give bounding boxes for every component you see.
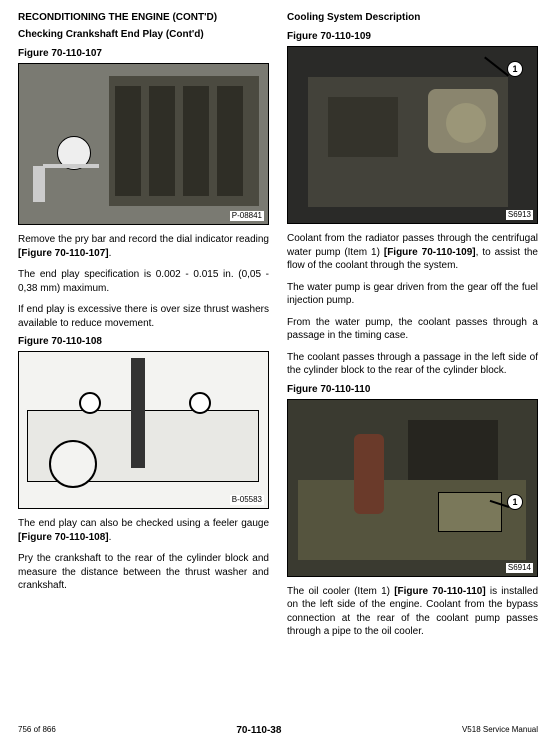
figure-107: P-08841 <box>18 63 269 225</box>
para-pry-crankshaft: Pry the crankshaft to the rear of the cy… <box>18 552 269 593</box>
cooling-heading: Cooling System Description <box>287 12 538 23</box>
para-cylinder-block: The coolant passes through a passage in … <box>287 351 538 378</box>
figure-id-107: P-08841 <box>230 211 264 221</box>
section-subheading: Checking Crankshaft End Play (Cont'd) <box>18 29 269 40</box>
figure-label-110: Figure 70-110-110 <box>287 384 538 395</box>
para-water-pump-gear: The water pump is gear driven from the g… <box>287 281 538 308</box>
right-column: Cooling System Description Figure 70-110… <box>287 12 538 639</box>
para-feeler-gauge: The end play can also be checked using a… <box>18 517 269 544</box>
figure-id-108: B-05583 <box>230 495 264 505</box>
footer-page-count: 756 of 866 <box>18 725 56 736</box>
figure-label-109: Figure 70-110-109 <box>287 31 538 42</box>
para-oil-cooler: The oil cooler (Item 1) [Figure 70-110-1… <box>287 585 538 639</box>
figure-110: 1 S6914 <box>287 399 538 577</box>
figure-109: 1 S6913 <box>287 46 538 224</box>
section-heading: RECONDITIONING THE ENGINE (CONT'D) <box>18 12 269 23</box>
figure-label-108: Figure 70-110-108 <box>18 336 269 347</box>
figure-id-109: S6913 <box>506 210 533 220</box>
callout-line-icon <box>484 57 509 77</box>
callout-1-fig109: 1 <box>507 61 523 77</box>
figure-108: B-05583 <box>18 351 269 509</box>
figure-label-107: Figure 70-110-107 <box>18 48 269 59</box>
para-thrust-washers: If end play is excessive there is over s… <box>18 303 269 330</box>
para-coolant-radiator: Coolant from the radiator passes through… <box>287 232 538 273</box>
para-end-play-spec: The end play specification is 0.002 - 0.… <box>18 268 269 295</box>
para-remove-pry-bar: Remove the pry bar and record the dial i… <box>18 233 269 260</box>
footer-manual-name: V518 Service Manual <box>462 725 538 736</box>
figure-id-110: S6914 <box>506 563 533 573</box>
left-column: RECONDITIONING THE ENGINE (CONT'D) Check… <box>18 12 269 639</box>
para-timing-case: From the water pump, the coolant passes … <box>287 316 538 343</box>
callout-1-fig110: 1 <box>507 494 523 510</box>
page-footer: 756 of 866 70-110-38 V518 Service Manual <box>18 725 538 736</box>
footer-page-id: 70-110-38 <box>236 725 281 736</box>
